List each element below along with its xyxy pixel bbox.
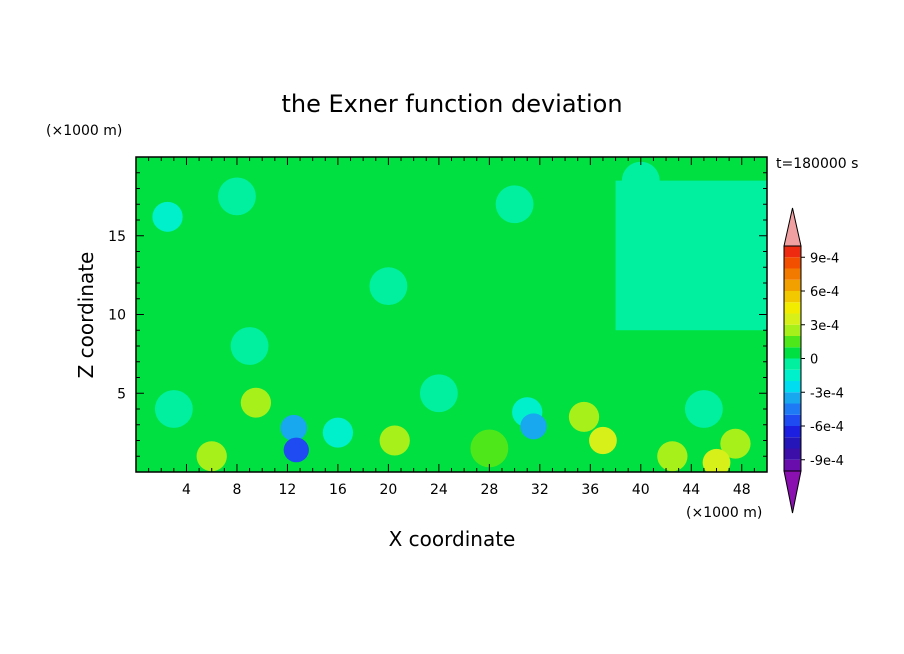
colorbar-swatch	[784, 279, 801, 291]
colorbar-tick-label: 6e-4	[810, 285, 839, 300]
contour-patch	[230, 327, 269, 365]
contour-patch	[657, 441, 688, 472]
colorbar-swatch	[784, 313, 801, 325]
contour-patch	[240, 387, 272, 418]
contour-patch	[621, 161, 660, 200]
x-tick-label: 44	[682, 482, 700, 498]
x-tick-label: 36	[581, 482, 599, 498]
contour-patch	[152, 201, 183, 232]
contour-patch	[322, 417, 354, 448]
x-unit-label: (×1000 m)	[686, 505, 762, 521]
colorbar-swatch	[784, 347, 801, 359]
contour-patch	[280, 414, 308, 441]
contour-patch	[218, 177, 256, 216]
colorbar-swatch	[784, 392, 801, 404]
colorbar-swatch	[784, 358, 801, 370]
colorbar-swatch	[784, 459, 801, 471]
colorbar-swatch	[784, 403, 801, 415]
colorbar-tick-label: 9e-4	[810, 251, 839, 266]
colorbar-swatch	[784, 369, 801, 381]
colorbar-tick-label: -6e-4	[810, 420, 844, 435]
x-tick-label: 16	[329, 482, 347, 498]
contour-patch	[710, 279, 749, 318]
contour-patch	[283, 437, 309, 463]
colorbar-swatch	[784, 448, 801, 460]
contour-field	[136, 157, 767, 472]
contour-patch	[369, 267, 408, 306]
colorbar-under-arrow	[783, 470, 802, 514]
colorbar: 9e-4 6e-4 3e-4 0 -3e-4 -6e-4 -9e-4	[783, 207, 844, 514]
time-label: t=180000 s	[776, 156, 858, 172]
colorbar-tick-label: 0	[810, 353, 818, 368]
x-tick-label: 12	[279, 482, 297, 498]
colorbar-swatch	[784, 381, 801, 393]
y-axis: 5 10 15	[108, 172, 767, 457]
colorbar-tick-label: 3e-4	[810, 319, 839, 334]
y-tick-label: 5	[117, 386, 126, 402]
contour-patch	[470, 429, 509, 468]
y-axis-label: Z coordinate	[74, 252, 98, 379]
colorbar-swatch	[784, 336, 801, 348]
colorbar-tick-label: -9e-4	[810, 454, 844, 469]
colorbar-swatch	[784, 414, 801, 426]
colorbar-over-arrow	[783, 207, 802, 247]
x-tick-label: 20	[379, 482, 397, 498]
contour-patch	[568, 401, 600, 432]
x-tick-label: 28	[480, 482, 498, 498]
contour-patch	[495, 185, 534, 224]
contour-patch	[684, 390, 723, 428]
contour-patch	[154, 390, 193, 428]
x-axis: 4 8 12 16 20 24 28 32 36 40 44 48	[148, 157, 755, 498]
colorbar-swatch	[784, 426, 801, 438]
colorbar-swatch	[784, 291, 801, 303]
chart-title: the Exner function deviation	[281, 90, 622, 118]
x-axis-label: X coordinate	[389, 527, 516, 551]
contour-patch	[702, 448, 731, 472]
colorbar-swatch	[784, 302, 801, 314]
contour-patch	[419, 374, 458, 413]
x-tick-label: 24	[430, 482, 448, 498]
contour-patch	[196, 441, 227, 472]
contour-patch	[589, 426, 617, 455]
colorbar-swatch	[784, 246, 801, 258]
colorbar-swatch	[784, 257, 801, 269]
x-tick-label: 32	[531, 482, 549, 498]
contour-patch	[720, 428, 751, 459]
contour-patch	[379, 425, 410, 456]
contour-patch	[520, 413, 547, 440]
colorbar-swatch	[784, 268, 801, 280]
y-unit-label: (×1000 m)	[46, 123, 122, 139]
colorbar-swatch	[784, 437, 801, 449]
y-tick-label: 10	[108, 308, 126, 324]
x-tick-label: 8	[232, 482, 241, 498]
colorbar-swatch	[784, 324, 801, 336]
y-tick-label: 15	[108, 229, 126, 245]
contour-patch	[647, 245, 685, 283]
colorbar-tick-label: -3e-4	[810, 386, 844, 401]
x-tick-label: 40	[632, 482, 650, 498]
x-tick-label: 4	[182, 482, 191, 498]
x-tick-label: 48	[733, 482, 751, 498]
